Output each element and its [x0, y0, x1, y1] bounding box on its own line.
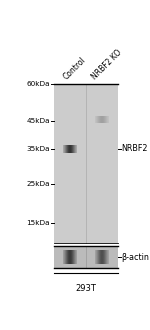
Text: 25kDa: 25kDa	[27, 182, 50, 187]
Text: β-actin: β-actin	[122, 252, 150, 262]
Text: 293T: 293T	[75, 283, 96, 292]
Text: NRBF2 KO: NRBF2 KO	[90, 48, 124, 82]
Bar	[54, 84, 118, 243]
Text: 60kDa: 60kDa	[27, 81, 50, 87]
Text: 15kDa: 15kDa	[27, 219, 50, 225]
Text: NRBF2: NRBF2	[122, 144, 148, 153]
Text: 45kDa: 45kDa	[27, 118, 50, 124]
Text: 35kDa: 35kDa	[27, 146, 50, 152]
Bar	[54, 246, 118, 268]
Text: Control: Control	[62, 55, 88, 82]
